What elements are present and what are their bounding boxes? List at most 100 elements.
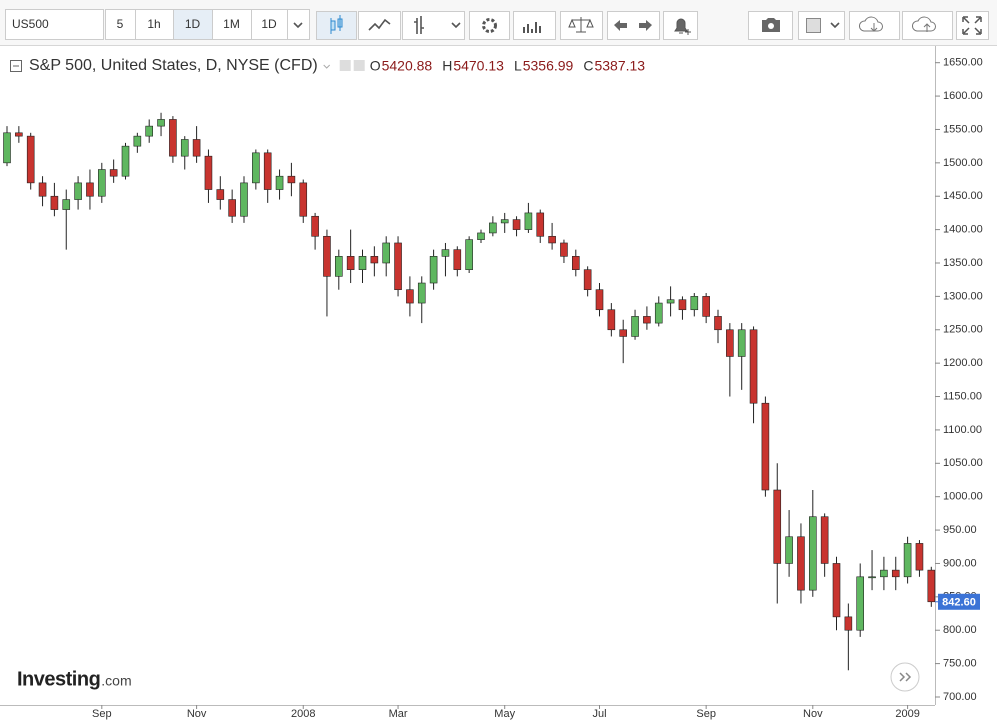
candle-body [489,222,497,234]
y-tick-label: 1650.00 [943,57,983,69]
layout-caret [830,22,840,29]
candle-body [560,242,568,257]
ohlc-key: H [442,58,452,74]
interval-button[interactable] [105,9,136,40]
candle-body [287,175,296,184]
x-tick-label: May [494,708,515,720]
candle-body [903,543,912,578]
legend-eye[interactable] [339,60,351,71]
interval-dropdown[interactable] [287,9,310,40]
y-tick-label: 1100.00 [943,424,982,436]
ohlc-key: C [583,58,593,74]
interval-button[interactable] [251,9,288,40]
interval-label: 5 [117,17,124,31]
y-tick-label: 1050.00 [943,457,983,469]
candle-body [275,175,284,190]
candle-body [512,219,521,230]
y-tick-label: 800.00 [943,624,977,636]
candle-body [880,569,888,578]
candle-body [240,182,248,217]
x-tick-label: 2009 [895,708,919,720]
candle-body [429,256,438,284]
x-tick-label: Sep [696,708,716,720]
candle-body [311,215,319,237]
candle-body [726,329,734,357]
candle-body [334,256,343,277]
candle-body [26,135,35,184]
symbol: US500 [12,17,49,31]
brand-logo: Investing [17,668,100,690]
indicators-button[interactable] [513,11,556,40]
candle-body [121,145,130,177]
candle-body [690,296,699,311]
candle-body [524,212,533,230]
candle-body [346,256,355,270]
ohlc-key: L [514,58,522,74]
candle-body [157,119,165,127]
candle-body [323,235,331,277]
candle-body [820,516,829,564]
y-tick-label: 900.00 [943,557,977,569]
y-tick-label: 1350.00 [943,257,983,269]
symbol-input[interactable] [5,9,104,40]
x-tick-label: Nov [803,708,823,720]
load-icon [858,16,883,32]
indicators-icon [523,22,541,33]
candle-body [441,249,450,257]
candle-body [856,576,865,631]
candle-body [477,232,485,240]
save-button[interactable] [902,11,953,40]
y-tick-label: 1300.00 [943,290,983,302]
candle-body [86,182,94,197]
x-tick-label: Nov [187,708,207,720]
candles-button[interactable] [316,11,357,40]
icon-bar [316,11,989,40]
y-tick-label: 1450.00 [943,190,983,202]
legend-title: S&P 500, United States, D, NYSE (CFD) [29,57,318,74]
ohlc-key: O [370,58,381,74]
settings-button[interactable] [469,11,510,40]
candle-body [192,139,201,157]
interval-button[interactable] [212,9,252,40]
candle-body [180,139,189,157]
line-button[interactable] [358,11,401,40]
candle-body [62,199,71,210]
bars-icon [414,16,461,34]
candle-body [263,152,272,190]
settings-icon [482,18,497,33]
candle-body [915,543,924,571]
candle-body [417,282,426,304]
candles-icon [330,15,343,34]
scroll-icon [899,672,912,682]
candle-body [595,289,604,311]
y-tick-label: 1600.00 [943,90,983,102]
fullscreen-button[interactable] [956,11,989,40]
y-tick-label: 1200.00 [943,357,983,369]
interval-label: 1h [147,17,160,31]
candle-body [38,182,47,197]
candle-body [666,299,675,304]
y-tick-label: 1250.00 [943,324,983,336]
ohlc-value: 5356.99 [523,58,574,74]
ohlc-value: 5420.88 [382,58,433,74]
interval-label: 1D [185,17,201,31]
candle-body [773,489,782,564]
candle-body [500,219,509,224]
candle-body [607,309,616,331]
candle-body [749,329,758,404]
candle-body [370,256,379,264]
candle-body [98,169,106,197]
candle-body [631,316,639,337]
candle-body [785,536,793,564]
candle-body [868,576,876,579]
candle-body [808,516,817,591]
compare-icon [568,17,594,33]
layout-icon [806,18,821,33]
legend-gear[interactable] [353,60,365,71]
candle-body [583,269,592,291]
candle-body [406,289,414,304]
candle-body [643,316,651,324]
interval-button[interactable] [173,9,213,40]
